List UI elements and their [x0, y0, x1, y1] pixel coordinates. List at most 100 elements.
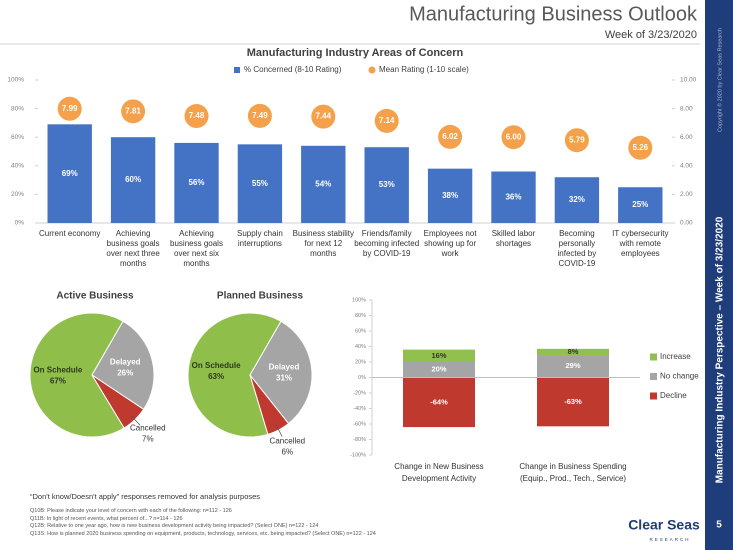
y-tick-label: 100%	[7, 77, 24, 84]
legend-label: Mean Rating (1-10 scale)	[379, 65, 469, 74]
bar-value-label: 60%	[125, 175, 141, 184]
x-tick-label: Change in New Business Development Activ…	[394, 462, 484, 483]
copyright: Copyright © 2020 by Clear Seas Research	[716, 28, 723, 132]
rating-marker	[247, 103, 272, 128]
x-tick-label: Becoming personally infected by COVID-19	[557, 229, 597, 268]
slice-value: 31%	[276, 374, 292, 383]
y2-tick-label: 6.00	[680, 134, 693, 141]
stacked-segment	[403, 362, 475, 378]
rating-label: 7.99	[62, 104, 78, 113]
rating-label: 7.48	[189, 111, 205, 120]
bar-value-label: 56%	[188, 178, 204, 187]
bar	[237, 144, 283, 223]
question-note: Q12B: Relative to one year ago, how is n…	[30, 523, 319, 529]
chart-title: Manufacturing Industry Areas of Concern	[247, 47, 464, 59]
slice-value: 6%	[282, 448, 294, 457]
y-tick-label: 20%	[11, 191, 24, 198]
segment-label: 20%	[431, 365, 446, 374]
x-tick-label: IT cybersecurity with remote employees	[612, 229, 669, 258]
rating-marker	[501, 125, 526, 150]
pie-title: Planned Business	[217, 291, 304, 302]
slice-value: 67%	[50, 376, 66, 385]
rating-marker	[121, 99, 146, 124]
page-number: 5	[716, 520, 722, 531]
y2-tick-label: 8.00	[680, 105, 693, 112]
rating-marker	[184, 104, 209, 129]
slice-value: 7%	[142, 434, 154, 443]
slice-category: Cancelled	[130, 423, 166, 432]
rating-label: 5.79	[569, 135, 585, 144]
segment-label: 29%	[565, 361, 580, 370]
legend-swatch	[650, 392, 657, 400]
legend-swatch	[650, 373, 657, 380]
stacked-segment	[537, 377, 609, 427]
bar	[301, 145, 346, 223]
legend-label: Decline	[660, 391, 687, 400]
pie-title: Active Business	[56, 291, 134, 302]
y-tick-label: 80%	[11, 105, 24, 112]
legend-swatch	[234, 67, 240, 73]
pie-slice	[91, 320, 155, 411]
segment-label: -63%	[564, 397, 582, 406]
bar-value-label: 69%	[62, 169, 78, 178]
y-tick-label: -60%	[353, 421, 366, 427]
legend-label: % Concerned (8-10 Rating)	[244, 65, 342, 74]
y-tick-label: -100%	[350, 452, 366, 458]
bar	[618, 187, 663, 223]
y-tick-label: -80%	[353, 437, 366, 443]
rating-label: 7.14	[379, 116, 395, 125]
bar	[47, 124, 92, 223]
y-tick-label: 40%	[355, 344, 366, 350]
leader-line	[275, 424, 283, 437]
y-tick-label: -20%	[353, 390, 366, 396]
y2-tick-label: 2.00	[680, 191, 693, 198]
y-tick-label: 60%	[11, 134, 24, 141]
question-note: Q11B: In light of recent events, what pe…	[30, 515, 183, 522]
x-tick-label: Achieving business goals over next six m…	[170, 229, 223, 268]
segment-label: 16%	[431, 351, 446, 360]
sidebar	[705, 0, 733, 550]
slice-category: Delayed	[110, 357, 141, 366]
question-note: Q13S: How is planned 2020 business spend…	[30, 530, 376, 537]
bar-value-label: 25%	[632, 200, 648, 209]
y-tick-label: 40%	[11, 163, 24, 170]
stacked-segment	[403, 349, 475, 362]
x-tick-label: Friends/family becoming infected by COVI…	[354, 229, 420, 258]
rating-marker	[628, 135, 653, 160]
pie-slice	[249, 320, 313, 425]
y-tick-label: 0%	[15, 220, 25, 227]
y2-tick-label: 10.00	[680, 77, 697, 84]
x-tick-label: Employees not showing up for work	[423, 229, 477, 258]
rating-marker	[57, 96, 82, 121]
segment-label: -64%	[430, 397, 448, 406]
bar	[174, 142, 219, 223]
bar-value-label: 54%	[315, 179, 331, 188]
segment-label: 8%	[568, 347, 579, 356]
x-tick-label: Change in Business Spending (Equip., Pro…	[519, 462, 627, 483]
bar	[427, 168, 473, 223]
slice-category: Delayed	[269, 363, 300, 372]
bar	[364, 147, 409, 223]
x-tick-label: Business stability for next 12 months	[292, 229, 354, 258]
question-note: Q10B: Please indicate your level of conc…	[30, 508, 232, 514]
stacked-segment	[403, 377, 475, 428]
leader-line	[130, 415, 141, 426]
rating-marker	[311, 104, 336, 129]
rating-label: 7.49	[252, 111, 268, 120]
stacked-segment	[537, 355, 609, 378]
slice-category: Cancelled	[270, 437, 306, 446]
y2-tick-label: 0.00	[680, 220, 693, 227]
bar-value-label: 36%	[505, 192, 521, 201]
rating-label: 5.26	[633, 143, 649, 152]
pie-slice	[187, 312, 282, 438]
bar	[491, 171, 536, 223]
x-tick-label: Skilled labor shortages	[491, 229, 536, 248]
bar-value-label: 32%	[569, 195, 585, 204]
y-tick-label: -40%	[353, 406, 366, 412]
rating-marker	[438, 124, 463, 149]
rating-label: 6.02	[442, 132, 458, 141]
x-tick-label: Achieving business goals over next three…	[106, 229, 160, 268]
page-title: Manufacturing Business Outlook	[409, 3, 698, 25]
footnote: “Don't know/Doesn't apply” responses rem…	[30, 492, 261, 501]
